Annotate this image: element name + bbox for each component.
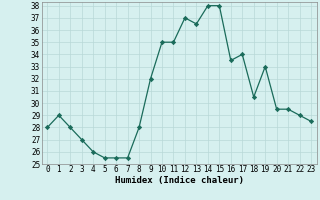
X-axis label: Humidex (Indice chaleur): Humidex (Indice chaleur) (115, 176, 244, 185)
